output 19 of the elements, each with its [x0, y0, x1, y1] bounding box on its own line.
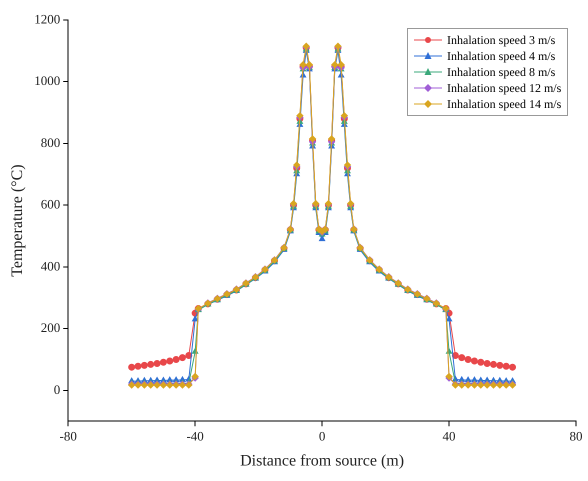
legend-label: Inhalation speed 8 m/s	[447, 64, 556, 80]
y-tick-label: 1200	[34, 11, 60, 26]
legend-label: Inhalation speed 4 m/s	[447, 48, 556, 64]
y-tick-label: 1000	[34, 73, 60, 88]
x-tick-label: -80	[60, 428, 77, 444]
x-tick-label: -40	[186, 428, 204, 444]
y-tick-label: 200	[40, 320, 60, 336]
x-axis-title: Distance from source (m)	[240, 452, 404, 470]
x-tick-label: 0	[318, 428, 326, 444]
y-axis-title: Temperature (°C)	[8, 164, 26, 277]
x-tick-label: 80	[570, 428, 582, 444]
legend-label: Inhalation speed 3 m/s	[447, 32, 556, 48]
y-tick-label: 800	[40, 134, 60, 150]
x-tick-label: 40	[442, 428, 456, 444]
legend-label: Inhalation speed 14 m/s	[447, 96, 562, 112]
y-tick-label: 0	[54, 382, 60, 397]
y-tick-label: 600	[40, 196, 60, 212]
y-tick-label: 400	[40, 258, 60, 274]
legend-label: Inhalation speed 12 m/s	[447, 80, 562, 96]
